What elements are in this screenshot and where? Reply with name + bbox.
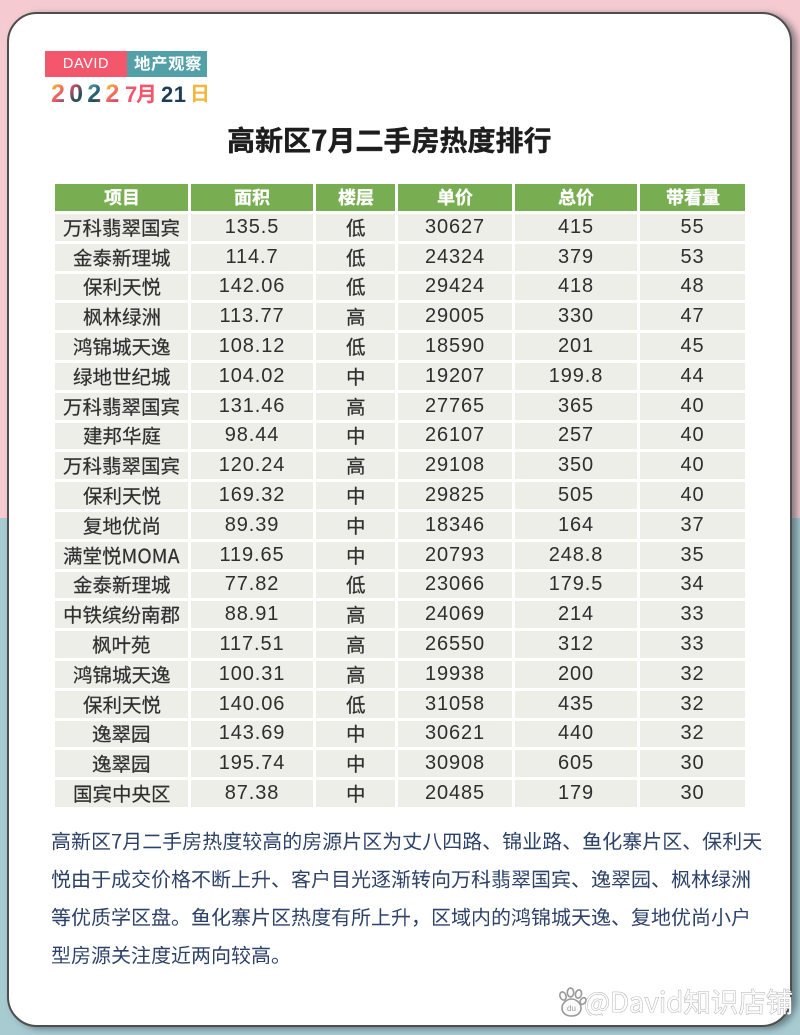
svg-text:du: du [567, 1004, 576, 1013]
